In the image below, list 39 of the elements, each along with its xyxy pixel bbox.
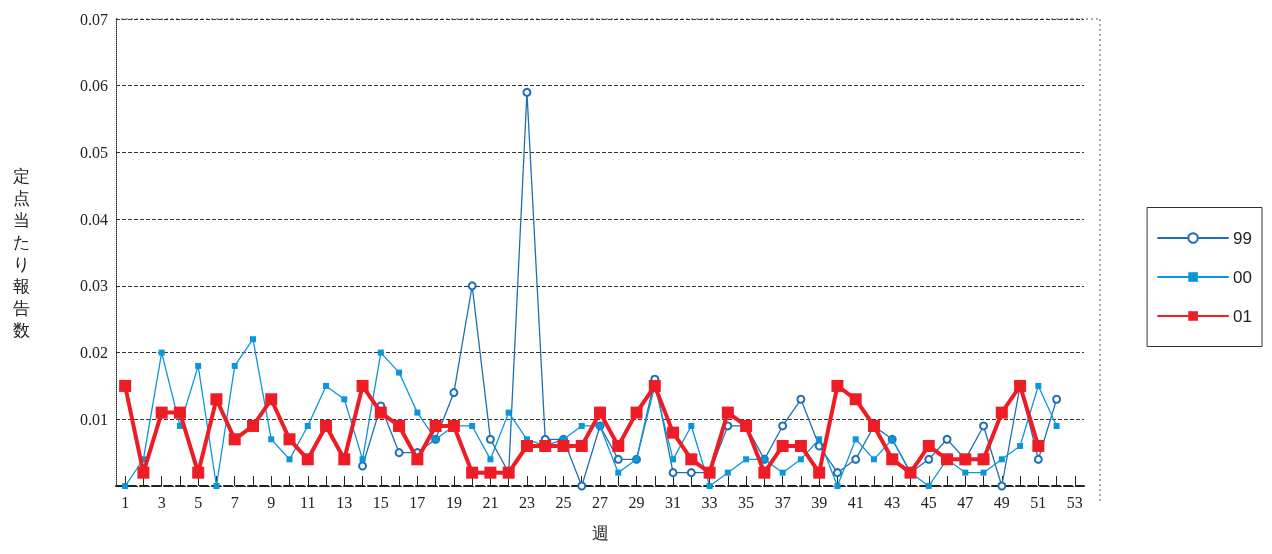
x-tick-label: 43 bbox=[884, 493, 901, 511]
x-tick-label: 21 bbox=[482, 493, 499, 511]
x-tick-label: 25 bbox=[555, 493, 572, 511]
legend-label: 00 bbox=[1233, 267, 1253, 287]
y-tick-label: 0.06 bbox=[80, 77, 108, 95]
x-tick-label: 23 bbox=[518, 493, 535, 511]
y-tick-label: 0.03 bbox=[80, 277, 108, 295]
x-tick-label: 11 bbox=[300, 493, 316, 511]
x-axis-title: 週 bbox=[591, 522, 609, 543]
x-tick-label: 19 bbox=[445, 493, 462, 511]
x-tick-label: 41 bbox=[847, 493, 864, 511]
x-tick-label: 47 bbox=[957, 493, 974, 511]
x-tick-label: 27 bbox=[592, 493, 608, 511]
x-tick-label: 53 bbox=[1066, 493, 1083, 511]
legend-label: 01 bbox=[1233, 306, 1253, 326]
x-tick-label: 33 bbox=[701, 493, 718, 511]
y-tick-label: 0.05 bbox=[80, 143, 108, 161]
x-tick-label: 39 bbox=[811, 493, 828, 511]
y-tick-label: 0.02 bbox=[80, 344, 108, 362]
x-tick-label: 29 bbox=[628, 493, 645, 511]
x-tick-label: 13 bbox=[336, 493, 353, 511]
x-tick-label: 45 bbox=[920, 493, 937, 511]
x-tick-label: 35 bbox=[738, 493, 755, 511]
x-tick-label: 51 bbox=[1030, 493, 1047, 511]
x-tick-label: 31 bbox=[665, 493, 682, 511]
x-tick-label: 5 bbox=[194, 493, 203, 511]
x-tick-label: 37 bbox=[774, 493, 791, 511]
x-tick-label: 15 bbox=[372, 493, 389, 511]
y-axis-title: 定点当たり報告数 bbox=[13, 165, 30, 340]
x-tick-label: 17 bbox=[409, 493, 426, 511]
x-tick-label: 9 bbox=[267, 493, 276, 511]
x-tick-label: 49 bbox=[993, 493, 1010, 511]
y-tick-label: 0.07 bbox=[80, 10, 108, 28]
x-tick-label: 1 bbox=[121, 493, 130, 511]
legend-label: 99 bbox=[1233, 228, 1253, 248]
y-tick-label: 0.04 bbox=[80, 210, 108, 228]
x-tick-label: 3 bbox=[157, 493, 166, 511]
y-tick-label: 0.01 bbox=[80, 410, 108, 428]
x-tick-label: 7 bbox=[230, 493, 239, 511]
